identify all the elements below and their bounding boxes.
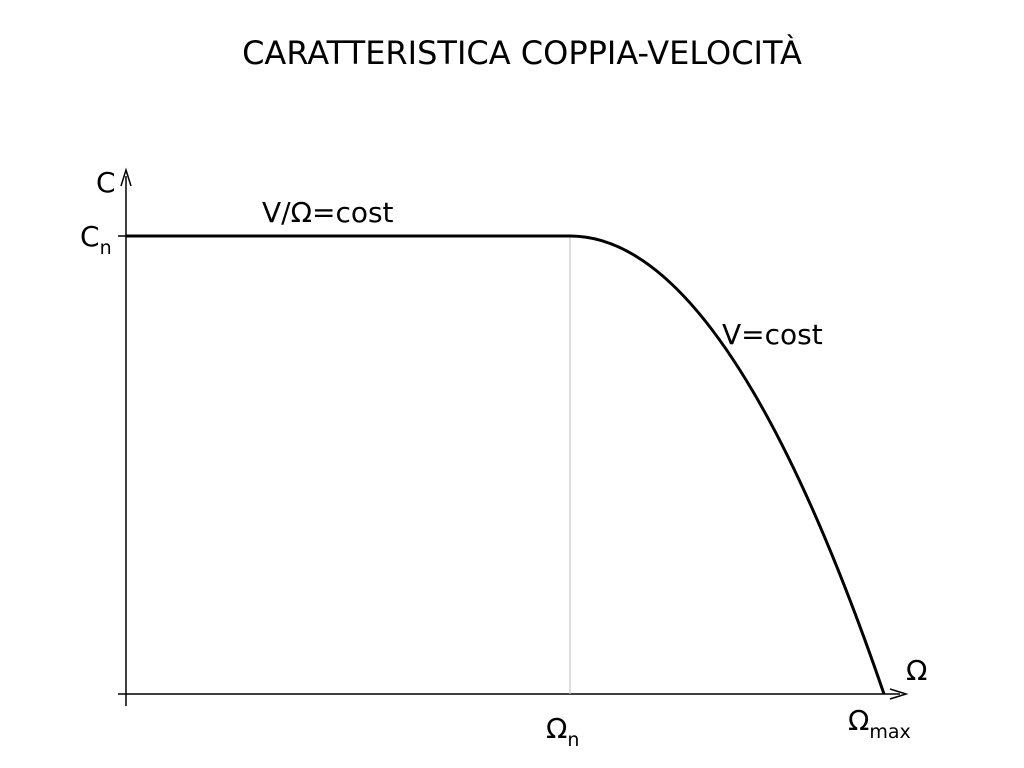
x-axis-arrow [889,688,909,700]
annotation: V/Ω=cost [262,196,394,229]
x-tick-label: Ωn [546,712,579,751]
annotation: V=cost [722,318,823,351]
y-tick-main: C [80,220,100,253]
x-tick-main: Ω [546,712,567,745]
y-tick-sub: n [100,237,112,259]
y-tick-label: Cn [80,220,112,259]
x-tick-sub: max [869,721,910,743]
y-axis-label: C [96,166,116,199]
x-axis-label: Ω [906,654,927,687]
torque-curve [126,234,886,695]
title: CARATTERISTICA COPPIA-VELOCITÀ [242,34,802,72]
x-tick-main: Ω [848,704,869,737]
x-tick-label: Ωmax [848,704,911,743]
x-tick-sub: n [567,729,579,751]
y-axis-arrow [120,167,132,187]
